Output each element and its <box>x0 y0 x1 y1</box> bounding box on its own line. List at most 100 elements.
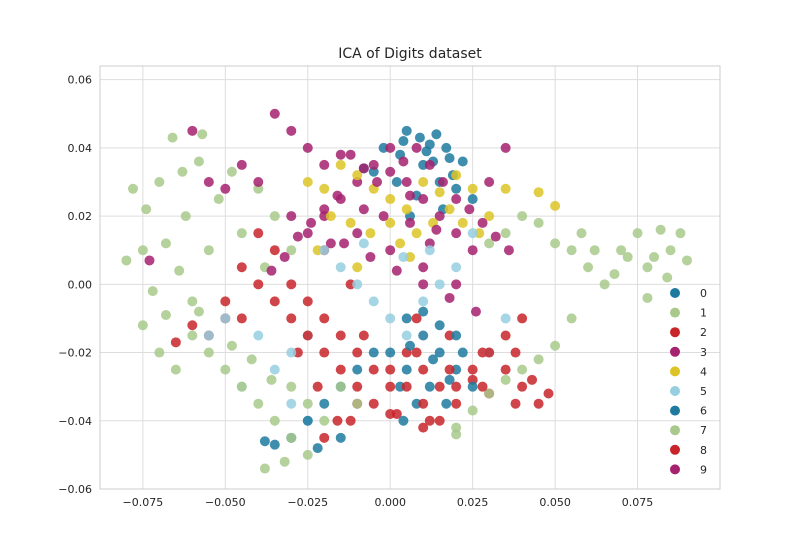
point-digit-4 <box>550 200 561 211</box>
point-digit-8 <box>510 398 521 409</box>
point-digit-7 <box>286 381 297 392</box>
point-digit-7 <box>335 381 346 392</box>
point-digit-1 <box>583 262 594 273</box>
point-digit-3 <box>434 211 445 222</box>
point-digit-1 <box>197 129 208 140</box>
point-digit-8 <box>302 330 313 341</box>
point-digit-2 <box>312 381 323 392</box>
point-digit-9 <box>503 245 514 256</box>
point-digit-7 <box>220 364 231 375</box>
point-digit-1 <box>550 238 561 249</box>
point-digit-7 <box>259 463 270 474</box>
point-digit-2 <box>500 364 511 375</box>
point-digit-9 <box>444 292 455 303</box>
point-digit-5 <box>467 228 478 239</box>
point-digit-2 <box>385 381 396 392</box>
point-digit-2 <box>253 228 264 239</box>
legend-label-2: 2 <box>700 326 707 339</box>
point-digit-5 <box>269 364 280 375</box>
point-digit-2 <box>451 398 462 409</box>
point-digit-2 <box>302 296 313 307</box>
point-digit-2 <box>533 398 544 409</box>
point-digit-1 <box>500 228 511 239</box>
point-digit-8 <box>269 296 280 307</box>
point-digit-6 <box>302 415 313 426</box>
point-digit-1 <box>576 228 587 239</box>
point-digit-6 <box>401 313 412 324</box>
point-digit-4 <box>365 228 376 239</box>
point-digit-0 <box>391 176 402 187</box>
chart-title: ICA of Digits dataset <box>338 46 482 62</box>
point-digit-4 <box>385 217 396 228</box>
point-digit-4 <box>325 211 336 222</box>
point-digit-4 <box>319 183 330 194</box>
point-digit-7 <box>319 415 330 426</box>
point-digit-8 <box>517 313 528 324</box>
legend-marker-4 <box>670 366 680 377</box>
point-digit-6 <box>368 347 379 358</box>
point-digit-1 <box>642 292 653 303</box>
point-digit-6 <box>457 347 468 358</box>
point-digit-1 <box>622 252 633 263</box>
point-digit-3 <box>451 228 462 239</box>
point-digit-1 <box>213 194 224 205</box>
point-digit-4 <box>352 170 363 181</box>
legend-label-4: 4 <box>700 365 707 378</box>
point-digit-2 <box>411 313 422 324</box>
point-digit-6 <box>467 381 478 392</box>
point-digit-0 <box>441 142 452 153</box>
point-digit-9 <box>405 190 415 201</box>
point-digit-9 <box>398 156 409 167</box>
x-tick-label: −0.075 <box>123 496 164 509</box>
legend-label-3: 3 <box>700 346 707 359</box>
scatter-points <box>121 108 693 474</box>
point-digit-4 <box>500 183 511 194</box>
point-digit-2 <box>517 381 528 392</box>
point-digit-6 <box>434 347 445 358</box>
point-digit-8 <box>319 347 330 358</box>
point-digit-3 <box>451 279 462 290</box>
point-digit-3 <box>368 159 379 170</box>
point-digit-7 <box>170 364 181 375</box>
point-digit-1 <box>616 245 627 256</box>
point-digit-8 <box>434 415 445 426</box>
point-digit-9 <box>477 217 488 228</box>
point-digit-1 <box>675 228 686 239</box>
point-digit-3 <box>220 183 231 194</box>
legend-marker-8 <box>670 444 680 455</box>
point-digit-7 <box>451 429 462 440</box>
point-digit-2 <box>236 262 247 273</box>
point-digit-2 <box>510 347 521 358</box>
point-digit-9 <box>203 176 214 187</box>
point-digit-1 <box>187 296 198 307</box>
point-digit-1 <box>177 166 188 177</box>
point-digit-0 <box>444 153 455 164</box>
point-digit-1 <box>589 245 600 256</box>
point-digit-4 <box>335 159 346 170</box>
point-digit-3 <box>319 159 330 170</box>
point-digit-7 <box>279 456 290 467</box>
y-tick-label: −0.04 <box>58 415 92 428</box>
point-digit-3 <box>385 245 396 256</box>
point-digit-9 <box>345 149 356 160</box>
point-digit-9 <box>431 224 442 235</box>
point-digit-3 <box>484 176 495 187</box>
x-tick-label: 0.075 <box>622 496 654 509</box>
point-digit-1 <box>154 176 165 187</box>
point-digit-6 <box>444 374 455 385</box>
point-digit-2 <box>352 347 363 358</box>
x-tick-label: 0.025 <box>457 496 489 509</box>
point-digit-5 <box>286 398 297 409</box>
legend-label-1: 1 <box>700 307 707 320</box>
point-digit-1 <box>174 265 185 276</box>
point-digit-7 <box>226 340 237 351</box>
point-digit-2 <box>424 415 435 426</box>
point-digit-4 <box>467 183 478 194</box>
point-digit-2 <box>319 313 330 324</box>
point-digit-7 <box>187 330 198 341</box>
point-digit-9 <box>490 231 501 242</box>
point-digit-4 <box>352 262 363 273</box>
point-digit-3 <box>325 238 336 249</box>
point-digit-1 <box>649 252 660 263</box>
legend-label-0: 0 <box>700 287 707 300</box>
